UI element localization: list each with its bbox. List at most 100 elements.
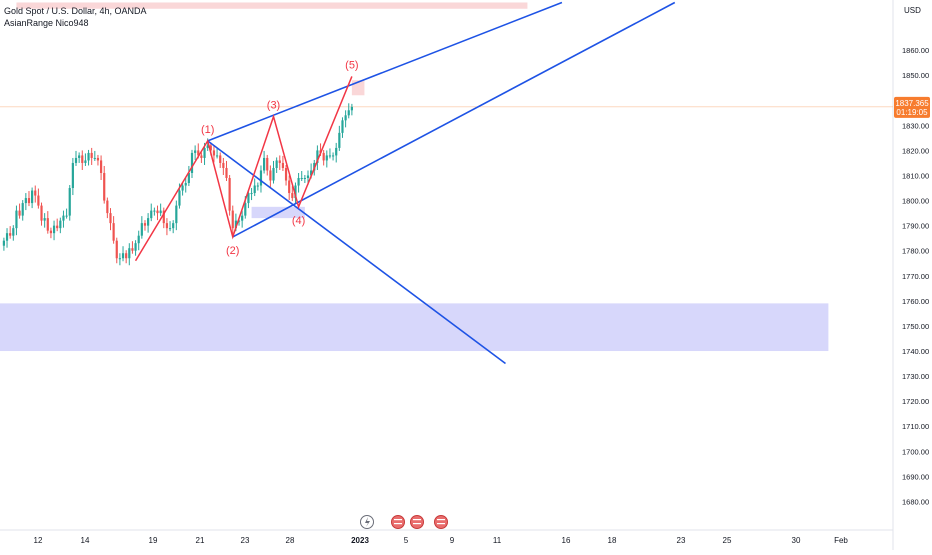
- price-tick-label: 1700.00: [902, 447, 929, 456]
- candle-body: [209, 145, 212, 151]
- candle-body: [140, 223, 143, 236]
- price-tick-label: 1820.00: [902, 146, 929, 155]
- candle-body: [153, 210, 156, 212]
- candle-body: [181, 185, 184, 191]
- candle-body: [40, 205, 43, 221]
- candle-body: [219, 155, 222, 163]
- elliott-wave-line[interactable]: [134, 76, 353, 262]
- symbol-title[interactable]: Gold Spot / U.S. Dollar, 4h, OANDA: [4, 6, 147, 16]
- time-tick-label: 14: [81, 536, 90, 545]
- candle-body: [259, 170, 263, 186]
- price-tick-label: 1690.00: [902, 472, 929, 481]
- candle-body: [194, 150, 197, 153]
- candle-body: [68, 188, 71, 216]
- candle-body: [106, 200, 109, 214]
- candle-body: [212, 150, 216, 156]
- candle-body: [5, 233, 9, 241]
- candle-body: [306, 175, 310, 179]
- time-tick-label: 9: [450, 536, 455, 545]
- candle-body: [165, 223, 169, 229]
- candle-body: [281, 162, 285, 168]
- candle-body: [112, 223, 115, 241]
- candle-body: [331, 155, 335, 157]
- candle-body: [9, 233, 12, 236]
- candle-body: [56, 225, 59, 229]
- candle-body: [24, 198, 27, 204]
- wave-label: (5): [345, 59, 358, 71]
- trendline[interactable]: [232, 1, 676, 238]
- candle-body: [253, 185, 256, 194]
- us-flag-event-icon[interactable]: [434, 515, 448, 529]
- price-tick-label: 1810.00: [902, 171, 929, 180]
- candle-body: [272, 167, 275, 181]
- candle-body: [225, 167, 228, 179]
- price-tick-label: 1710.00: [902, 422, 929, 431]
- candle-body: [197, 150, 200, 156]
- candle-body: [121, 253, 125, 259]
- price-tick-label: 1720.00: [902, 397, 929, 406]
- candle-body: [118, 258, 121, 260]
- candle-body: [206, 145, 209, 148]
- price-tick-label: 1800.00: [902, 197, 929, 206]
- candle-body: [49, 230, 53, 234]
- candle-body: [222, 162, 225, 168]
- candle-body: [328, 155, 332, 157]
- indicator-label[interactable]: AsianRange Nico948: [4, 18, 89, 28]
- time-tick-label: 30: [792, 536, 801, 545]
- price-badge-value: 1837.365: [895, 99, 929, 108]
- candle-body: [52, 225, 56, 234]
- candle-body: [335, 147, 338, 156]
- lightning-icon: [365, 517, 370, 527]
- time-tick-label: 11: [493, 536, 502, 545]
- candle-body: [288, 180, 291, 194]
- candle-body: [200, 155, 203, 158]
- wave-label: (4): [292, 215, 305, 227]
- us-flag-event-icon[interactable]: [391, 515, 405, 529]
- candle-body: [215, 155, 219, 157]
- range-zone[interactable]: [0, 303, 829, 352]
- candle-body: [303, 178, 306, 180]
- candle-body: [109, 213, 112, 224]
- trendline[interactable]: [207, 140, 506, 365]
- price-tick-label: 1860.00: [902, 46, 929, 55]
- candle-body: [297, 178, 300, 186]
- price-tick-label: 1790.00: [902, 222, 929, 231]
- candles-group: [2, 103, 353, 266]
- candle-body: [37, 195, 40, 206]
- time-tick-label: 25: [723, 536, 732, 545]
- price-tick-label: 1830.00: [902, 121, 929, 130]
- candle-body: [294, 185, 297, 199]
- candle-body: [187, 172, 190, 184]
- candle-body: [131, 248, 134, 251]
- candle-body: [90, 152, 93, 158]
- wave-label: (1): [201, 124, 214, 136]
- candle-body: [162, 210, 165, 224]
- time-tick-label: 2023: [351, 536, 369, 545]
- flag-stripe: [413, 519, 421, 521]
- candle-body: [350, 106, 353, 111]
- range-zone[interactable]: [16, 2, 528, 9]
- candle-body: [18, 210, 21, 216]
- us-flag-event-icon[interactable]: [410, 515, 424, 529]
- time-tick-label: 23: [677, 536, 686, 545]
- price-tick-label: 1770.00: [902, 272, 929, 281]
- candle-body: [228, 178, 231, 211]
- candle-body: [81, 155, 84, 163]
- time-tick-label: 12: [34, 536, 43, 545]
- candle-body: [347, 110, 350, 116]
- candle-body: [31, 190, 34, 204]
- candle-body: [341, 120, 344, 133]
- price-badge: [894, 96, 930, 118]
- candle-body: [172, 223, 175, 229]
- candle-body: [59, 220, 62, 229]
- flag-stripe: [394, 519, 402, 521]
- trendline[interactable]: [207, 1, 563, 142]
- candle-body: [99, 160, 103, 173]
- candle-body: [178, 190, 181, 206]
- candle-body: [156, 210, 159, 214]
- candle-body: [27, 198, 31, 204]
- candle-body: [65, 215, 68, 217]
- candle-body: [184, 183, 187, 186]
